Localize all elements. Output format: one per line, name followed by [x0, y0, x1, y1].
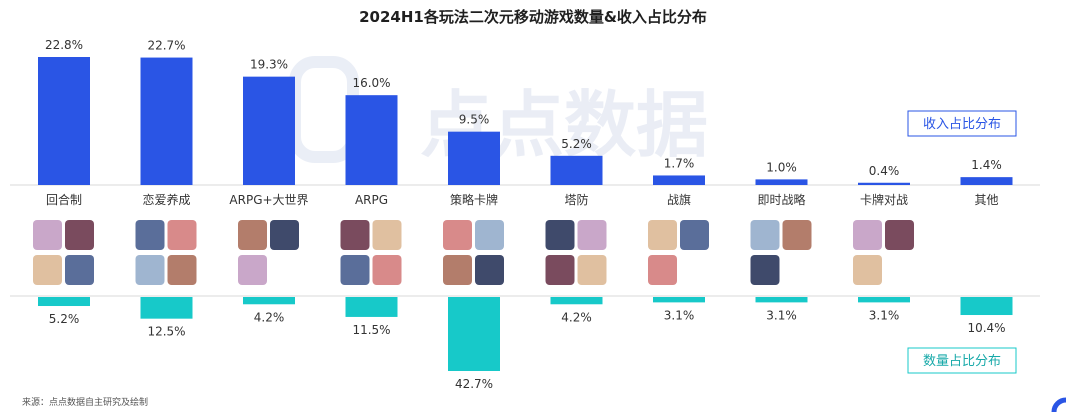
count-value-label: 4.2%: [254, 310, 285, 324]
revenue-value-label: 0.4%: [869, 164, 900, 178]
game-icon: [577, 255, 607, 285]
game-icon: [750, 220, 780, 250]
revenue-value-label: 9.5%: [459, 113, 490, 127]
game-icon: [443, 255, 472, 285]
revenue-bar: [550, 155, 603, 185]
count-value-label: 12.5%: [147, 325, 185, 339]
revenue-bar: [140, 57, 193, 186]
count-bar: [960, 297, 1013, 316]
game-icon: [238, 255, 267, 285]
category-label: 恋爱养成: [142, 192, 190, 207]
revenue-value-label: 1.0%: [766, 160, 797, 174]
chart-title: 2024H1各玩法二次元移动游戏数量&收入占比分布: [359, 8, 707, 26]
source-note: 来源：点点数据自主研究及绘制: [22, 396, 148, 408]
revenue-bar: [653, 175, 705, 185]
game-icon: [167, 220, 197, 250]
count-bar: [653, 297, 705, 303]
revenue-value-label: 1.7%: [664, 156, 695, 170]
game-icon: [475, 255, 504, 285]
game-icon: [270, 220, 299, 250]
game-icon: [475, 220, 504, 250]
game-icon: [853, 220, 882, 250]
legend-count-label: 数量占比分布: [923, 354, 1001, 369]
legend-revenue-label: 收入占比分布: [923, 117, 1001, 132]
game-icon: [577, 220, 607, 250]
category-label: 回合制: [46, 192, 82, 207]
count-bar: [345, 297, 398, 317]
count-bar: [38, 297, 90, 307]
game-icon: [340, 220, 370, 250]
count-value-label: 3.1%: [869, 308, 900, 322]
game-icon: [65, 255, 94, 285]
revenue-bar: [960, 177, 1013, 185]
category-label: 其他: [974, 193, 998, 207]
game-icon: [372, 220, 402, 250]
count-bar: [858, 297, 910, 303]
revenue-value-label: 22.8%: [45, 38, 83, 52]
game-icon: [65, 220, 94, 250]
count-bar: [243, 297, 295, 305]
game-icon: [545, 255, 575, 285]
count-value-label: 42.7%: [455, 377, 493, 391]
count-value-label: 3.1%: [664, 308, 695, 322]
count-bar: [755, 297, 808, 303]
count-value-label: 4.2%: [561, 310, 592, 324]
game-icon: [885, 220, 914, 250]
revenue-bar: [448, 131, 500, 185]
revenue-bar: [755, 179, 808, 185]
game-icon: [33, 220, 62, 250]
revenue-value-label: 16.0%: [352, 76, 390, 90]
game-icon: [648, 255, 677, 285]
revenue-bar: [243, 76, 295, 185]
category-label: ARPG+大世界: [229, 193, 308, 207]
category-label: 卡牌对战: [860, 193, 908, 207]
game-icon: [680, 220, 709, 250]
game-icon: [545, 220, 575, 250]
watermark-logo-icon: [289, 56, 359, 163]
corner-logo-icon: [1051, 397, 1066, 412]
legend-revenue: 收入占比分布: [907, 110, 1017, 137]
revenue-value-label: 19.3%: [250, 58, 288, 72]
revenue-value-label: 5.2%: [561, 137, 592, 151]
revenue-value-label: 22.7%: [147, 39, 185, 53]
game-icon: [443, 220, 472, 250]
category-label: 即时战略: [757, 192, 805, 207]
game-icon: [33, 255, 62, 285]
count-value-label: 3.1%: [766, 308, 797, 322]
count-bar: [550, 297, 603, 305]
game-icon: [340, 255, 370, 285]
game-icon: [372, 255, 402, 285]
game-icon: [750, 255, 780, 285]
count-bar: [448, 297, 500, 371]
revenue-bar: [38, 57, 90, 185]
revenue-bar: [345, 95, 398, 185]
game-icon: [782, 220, 812, 250]
category-label: ARPG: [355, 193, 388, 207]
category-label: 塔防: [564, 192, 588, 207]
legend-count: 数量占比分布: [907, 347, 1017, 374]
game-icon: [853, 255, 882, 285]
game-icon: [167, 255, 197, 285]
revenue-bar: [858, 182, 910, 185]
count-value-label: 10.4%: [967, 321, 1005, 335]
count-bar: [140, 297, 193, 319]
game-icon: [648, 220, 677, 250]
count-value-label: 5.2%: [49, 312, 80, 326]
game-icon: [135, 220, 165, 250]
revenue-value-label: 1.4%: [971, 158, 1002, 172]
game-icon: [135, 255, 165, 285]
count-value-label: 11.5%: [352, 323, 390, 337]
category-label: 策略卡牌: [450, 192, 498, 207]
category-label: 战旗: [667, 192, 691, 207]
game-icon: [238, 220, 267, 250]
